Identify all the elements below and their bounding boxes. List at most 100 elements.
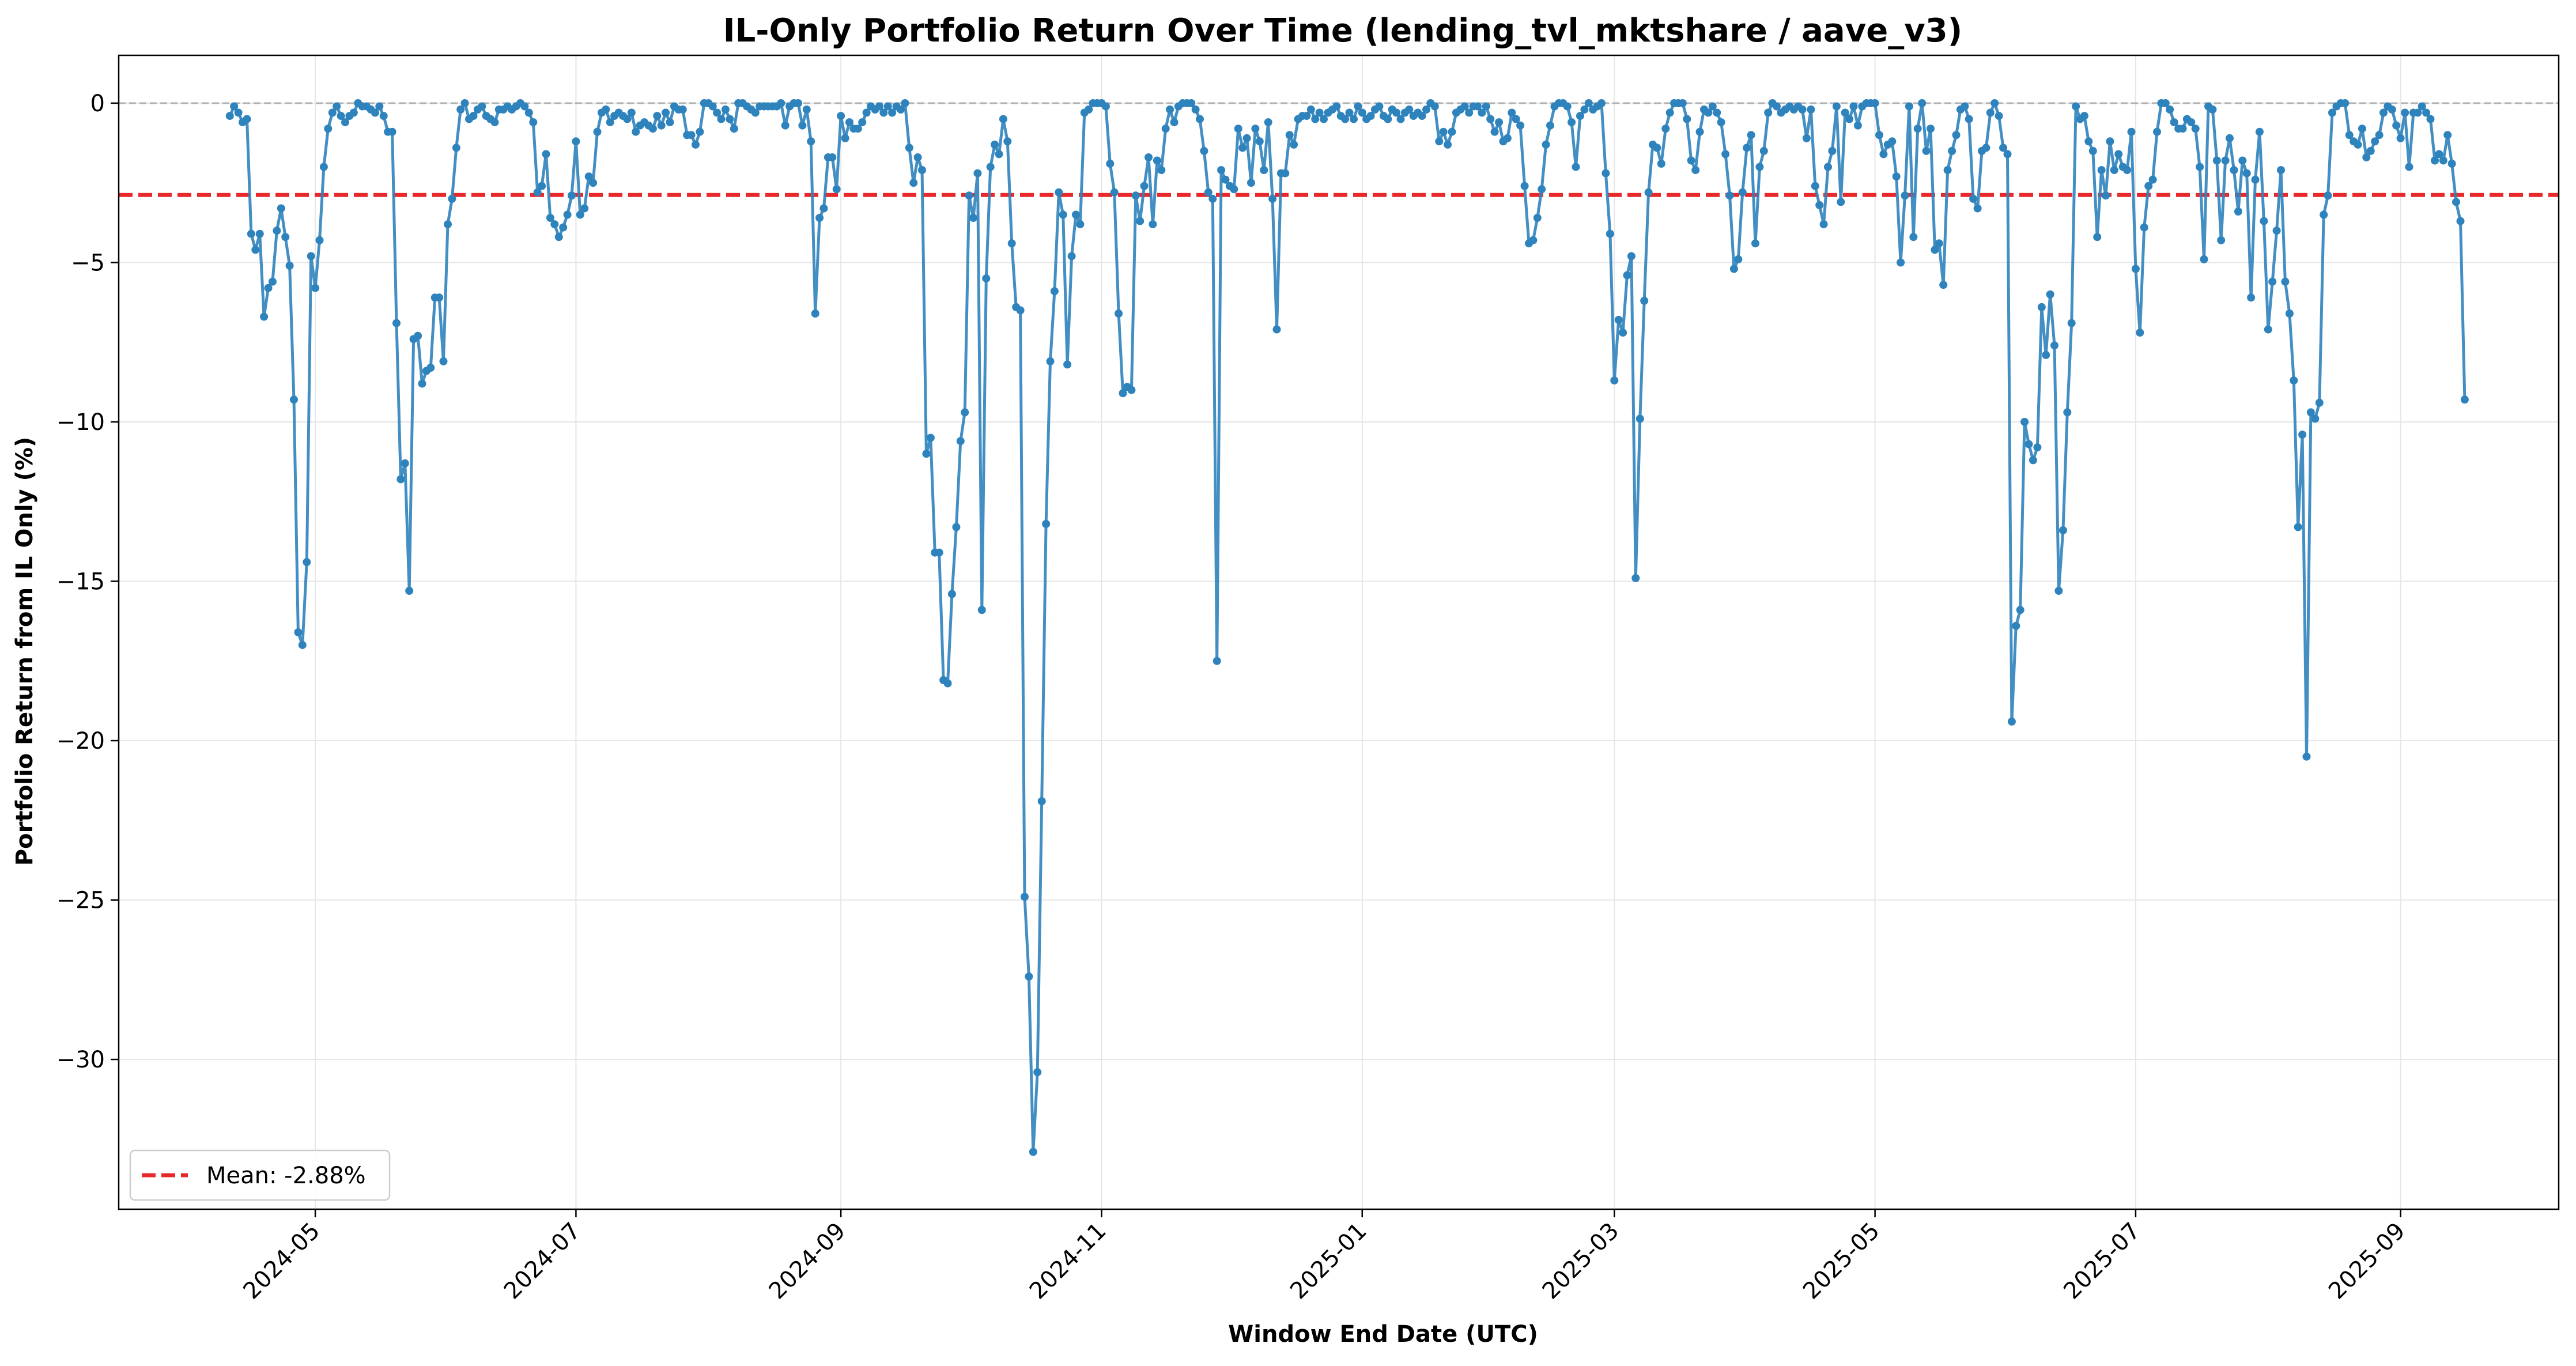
- data-point: [623, 115, 632, 123]
- data-series: [225, 99, 2469, 1156]
- x-tick-label: 2025-01: [1285, 1218, 1372, 1305]
- data-point: [1529, 236, 1538, 244]
- data-point: [2285, 310, 2294, 318]
- data-point: [721, 105, 730, 114]
- x-tick-label: 2024-09: [764, 1218, 851, 1305]
- data-point: [632, 127, 640, 136]
- data-point: [973, 169, 982, 178]
- data-point: [862, 108, 871, 117]
- data-point: [1281, 169, 1290, 178]
- data-point: [777, 99, 785, 107]
- data-point: [2264, 325, 2272, 334]
- data-point: [730, 124, 738, 133]
- data-point: [901, 99, 909, 107]
- data-point: [1350, 115, 1358, 123]
- data-point: [1430, 102, 1439, 111]
- data-point: [2379, 108, 2388, 117]
- data-point: [1217, 166, 1226, 175]
- legend-mean-label: Mean: -2.88%: [206, 1163, 366, 1189]
- data-point: [405, 587, 414, 595]
- data-point: [1157, 166, 1166, 175]
- data-point: [550, 220, 559, 229]
- x-tick-label: 2024-11: [1025, 1218, 1112, 1305]
- data-point: [2221, 156, 2230, 165]
- data-point: [324, 124, 333, 133]
- data-point: [1837, 198, 1845, 206]
- data-point: [2058, 526, 2067, 534]
- data-point: [1486, 115, 1495, 123]
- data-point: [456, 105, 465, 114]
- data-point: [1396, 115, 1405, 123]
- data-point: [1931, 246, 1939, 254]
- data-point: [995, 150, 1003, 159]
- data-point: [807, 137, 815, 146]
- data-point: [234, 108, 243, 117]
- data-point: [388, 127, 396, 136]
- data-point: [1384, 115, 1392, 123]
- data-point: [2140, 223, 2148, 232]
- data-point: [2247, 293, 2256, 302]
- data-point: [1145, 153, 1153, 161]
- data-point: [1460, 102, 1469, 111]
- data-point: [657, 121, 666, 130]
- data-point: [2110, 166, 2118, 175]
- data-point: [961, 408, 969, 417]
- data-point: [1922, 146, 1931, 155]
- data-point: [1759, 146, 1768, 155]
- data-point: [1110, 188, 1119, 197]
- data-point: [1115, 310, 1123, 318]
- data-point: [418, 379, 426, 388]
- data-point: [559, 223, 568, 232]
- data-point: [627, 108, 636, 117]
- data-point: [2144, 182, 2153, 190]
- data-point: [401, 459, 409, 467]
- data-point: [1755, 163, 1764, 171]
- data-point: [2251, 175, 2260, 184]
- data-point: [1037, 797, 1046, 806]
- data-point: [1683, 115, 1691, 123]
- data-point: [1871, 99, 1879, 107]
- data-point: [2302, 752, 2311, 761]
- data-point: [1952, 131, 1961, 139]
- data-point: [1824, 163, 1832, 171]
- data-point: [529, 118, 538, 127]
- data-point: [1046, 357, 1055, 365]
- data-point: [1119, 389, 1127, 398]
- data-point: [2080, 112, 2088, 120]
- data-point: [897, 105, 905, 114]
- data-point: [1345, 108, 1354, 117]
- data-point: [1798, 105, 1807, 114]
- data-point: [444, 220, 452, 229]
- data-point: [2114, 150, 2123, 159]
- data-point: [2358, 124, 2366, 133]
- data-point: [255, 229, 264, 238]
- data-point: [268, 277, 277, 286]
- data-point: [2439, 156, 2447, 165]
- data-point: [2196, 163, 2204, 171]
- data-point: [1627, 252, 1636, 261]
- data-point: [1255, 137, 1264, 146]
- data-point: [977, 606, 986, 614]
- data-point: [1713, 108, 1721, 117]
- data-point: [713, 108, 722, 117]
- data-point: [2422, 108, 2431, 117]
- data-point: [2306, 408, 2315, 417]
- data-point: [1751, 239, 1759, 248]
- data-point: [294, 628, 303, 636]
- data-point: [1580, 105, 1589, 114]
- data-point: [875, 102, 883, 111]
- data-point: [1811, 182, 1819, 190]
- x-axis-ticks: 2024-05 2024-07 2024-09 2024-11 2025-01 2025-…: [238, 1209, 2411, 1305]
- series-line: [228, 101, 2467, 1153]
- data-point: [653, 112, 662, 120]
- data-point: [2106, 137, 2114, 146]
- data-point: [662, 108, 670, 117]
- data-point: [1986, 108, 1995, 117]
- data-point: [2226, 134, 2234, 142]
- data-point: [2320, 210, 2328, 219]
- data-point: [1153, 156, 1161, 165]
- data-point: [2020, 418, 2029, 426]
- data-point: [2131, 265, 2140, 273]
- data-point: [2388, 105, 2396, 114]
